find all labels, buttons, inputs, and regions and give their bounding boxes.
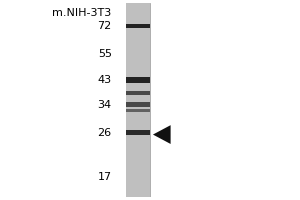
Text: m.NIH-3T3: m.NIH-3T3	[52, 8, 112, 18]
Bar	[126, 109, 150, 112]
Bar	[126, 91, 150, 95]
Polygon shape	[153, 125, 171, 144]
Bar	[126, 130, 150, 135]
Bar	[126, 77, 150, 83]
Bar	[126, 24, 150, 28]
Text: 55: 55	[98, 49, 112, 59]
Bar	[126, 3, 150, 197]
Text: 34: 34	[98, 100, 112, 110]
Text: 72: 72	[98, 21, 112, 31]
Text: 43: 43	[98, 75, 112, 85]
Bar	[126, 102, 150, 107]
Text: 17: 17	[98, 172, 112, 182]
Text: 26: 26	[98, 128, 112, 138]
